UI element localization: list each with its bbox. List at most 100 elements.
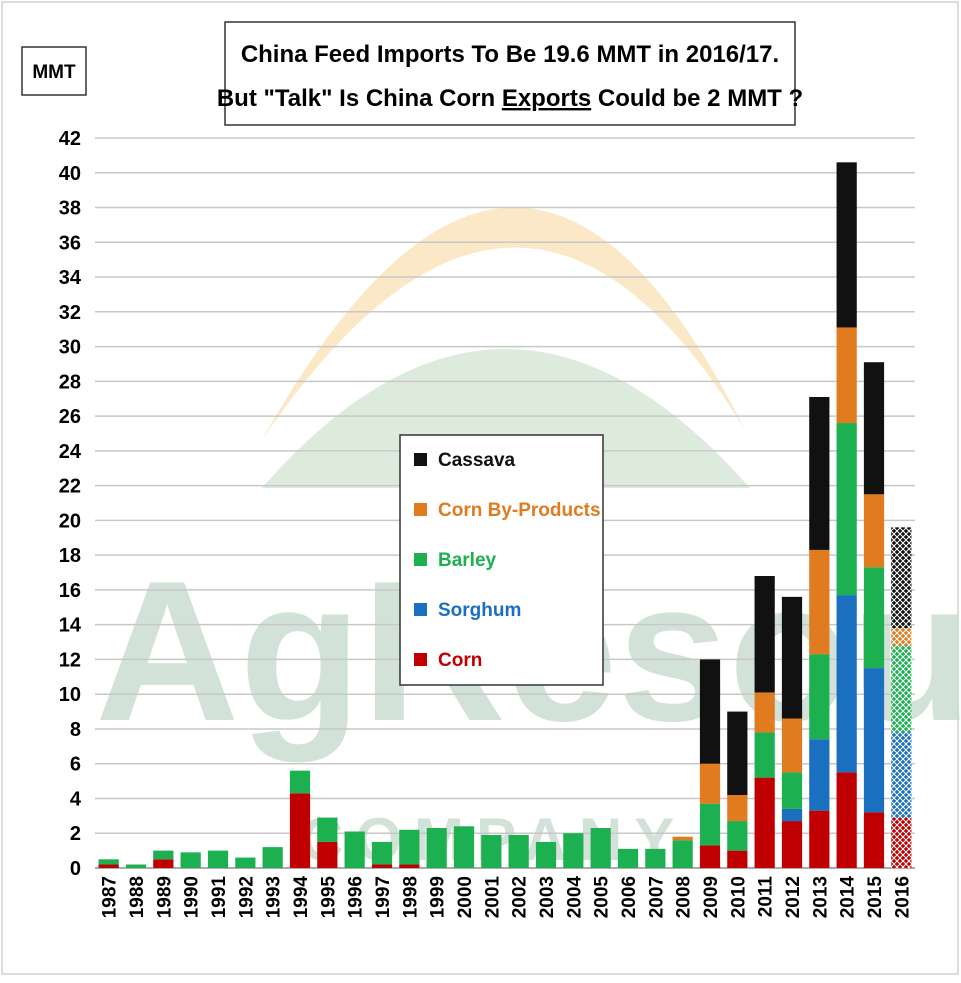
- y-tick-label: 8: [70, 719, 81, 741]
- bar-segment: [727, 711, 748, 795]
- legend: [399, 434, 604, 686]
- x-tick-label: 2010: [728, 876, 749, 918]
- x-tick-label: 2000: [455, 876, 476, 918]
- y-label-box: [21, 46, 87, 96]
- legend-swatch: [414, 503, 427, 516]
- y-tick-label: 30: [59, 337, 81, 359]
- bar-segment: [891, 628, 912, 646]
- title-part: Exports: [502, 85, 591, 112]
- legend-swatch: [414, 453, 427, 466]
- x-tick-label: 2014: [838, 876, 859, 919]
- y-tick-label: 6: [70, 754, 81, 776]
- bar-segment: [727, 795, 748, 822]
- bar-segment: [836, 327, 857, 424]
- bar-segment: [672, 836, 693, 841]
- bar-segment: [289, 793, 311, 868]
- x-tick-label: 2005: [592, 876, 613, 919]
- y-tick-label: 34: [59, 267, 82, 289]
- y-tick-label: 40: [59, 163, 81, 185]
- legend-label: Barley: [438, 550, 497, 571]
- bar-segment: [699, 763, 721, 804]
- bar-segment: [371, 841, 393, 865]
- x-tick-label: 2002: [510, 876, 531, 918]
- bar-segment: [235, 857, 256, 868]
- bar-segment: [809, 654, 830, 740]
- bar-segment: [262, 847, 283, 868]
- y-tick-label: 28: [59, 371, 81, 393]
- bar-segment: [754, 692, 775, 733]
- x-tick-label: 2009: [701, 876, 722, 918]
- y-tick-label: 38: [59, 198, 81, 220]
- bar-segment: [836, 772, 857, 868]
- y-tick-label: 4: [70, 788, 82, 810]
- bar-segment: [153, 850, 174, 860]
- bar-segment: [863, 494, 885, 568]
- y-tick-label: 10: [59, 684, 81, 706]
- x-tick-label: 1995: [318, 876, 339, 919]
- bar-segment: [891, 732, 912, 818]
- bar-segment: [617, 848, 639, 868]
- bar-segment: [891, 645, 912, 733]
- bar-segment: [508, 834, 529, 868]
- chart-title: But "Talk" Is China Corn Exports Could b…: [217, 85, 803, 112]
- x-tick-label: 2013: [810, 876, 831, 918]
- bar-segment: [809, 549, 830, 655]
- y-axis-label: MMT: [32, 62, 76, 83]
- y-tick-label: 16: [59, 580, 81, 602]
- y-tick-label: 32: [59, 302, 81, 324]
- title-box: [224, 21, 796, 126]
- legend-label: Corn: [438, 650, 482, 671]
- bar-segment: [699, 659, 721, 764]
- x-tick-label: 1999: [428, 876, 449, 918]
- y-tick-label: 12: [59, 649, 81, 671]
- x-tick-label: 2012: [783, 876, 804, 918]
- bar-segment: [153, 859, 174, 868]
- bar-segment: [563, 833, 584, 868]
- bar-segment: [754, 732, 775, 778]
- chart-title: China Feed Imports To Be 19.6 MMT in 201…: [241, 41, 779, 68]
- y-tick-label: 0: [70, 858, 81, 880]
- bar-segment: [453, 826, 475, 868]
- bar-segment: [481, 834, 502, 868]
- x-tick-label: 2006: [619, 876, 640, 918]
- x-tick-label: 1992: [236, 876, 257, 918]
- legend-label: Cassava: [438, 450, 516, 471]
- bar-segment: [699, 845, 721, 868]
- y-tick-label: 14: [59, 615, 82, 637]
- x-tick-label: 1996: [346, 876, 367, 918]
- y-tick-label: 20: [59, 510, 81, 532]
- x-tick-label: 1987: [100, 876, 121, 918]
- x-tick-label: 2015: [865, 876, 886, 919]
- y-tick-label: 22: [59, 476, 81, 498]
- bar-segment: [754, 777, 775, 868]
- bar-segment: [180, 852, 201, 868]
- bar-segment: [645, 848, 666, 868]
- bar-segment: [98, 859, 119, 865]
- bar-segment: [809, 396, 830, 550]
- bar-segment: [535, 841, 557, 868]
- bar-segment: [371, 864, 393, 868]
- x-tick-label: 1994: [291, 876, 312, 919]
- bar-segment: [781, 772, 803, 809]
- y-tick-label: 36: [59, 232, 81, 254]
- bar-segment: [727, 821, 748, 851]
- x-tick-label: 2001: [482, 876, 503, 919]
- bar-segment: [781, 596, 803, 719]
- bar-segment: [781, 808, 803, 822]
- x-tick-label: 1998: [400, 876, 421, 918]
- bar-segment: [98, 864, 119, 868]
- bar-segment: [754, 576, 775, 693]
- x-tick-label: 2008: [674, 876, 695, 918]
- x-tick-label: 2007: [646, 876, 667, 918]
- bar-segment: [863, 812, 885, 868]
- x-tick-label: 2004: [564, 876, 585, 919]
- bar-segment: [426, 828, 447, 868]
- bar-segment: [809, 810, 830, 868]
- x-tick-label: 1990: [182, 876, 203, 918]
- bar-segment: [781, 821, 803, 868]
- y-tick-label: 18: [59, 545, 81, 567]
- bar-segment: [836, 162, 857, 328]
- x-tick-label: 1991: [209, 876, 230, 919]
